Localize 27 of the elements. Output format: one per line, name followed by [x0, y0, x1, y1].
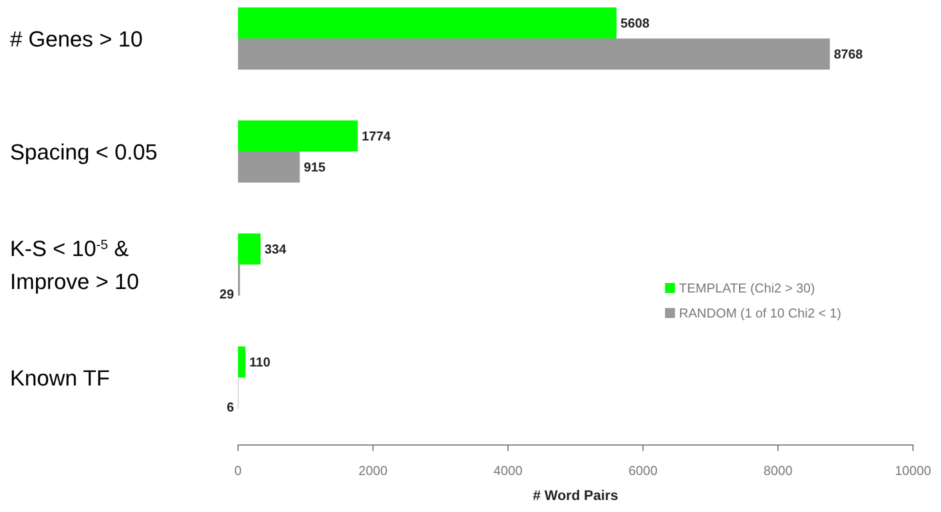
data-label: 915	[304, 160, 326, 175]
data-label: 5608	[620, 16, 650, 31]
y-tick-label: # Genes > 10	[10, 26, 143, 52]
data-label: 6	[226, 400, 234, 415]
x-tick-label: 10000	[894, 462, 932, 478]
x-tick-label: 8000	[764, 462, 792, 478]
legend-label: RANDOM (1 of 10 Chi2 < 1)	[679, 306, 842, 321]
bar	[238, 7, 617, 38]
x-tick-label: 6000	[628, 462, 658, 478]
data-label: 110	[249, 354, 270, 370]
x-tick-label: 0	[234, 462, 242, 478]
bar	[238, 233, 261, 264]
bar	[238, 38, 830, 70]
data-label: 1774	[362, 128, 392, 144]
data-label: 29	[220, 286, 234, 302]
x-axis-title: # Word Pairs	[532, 487, 618, 503]
bar	[238, 152, 300, 183]
x-tick-label: 2000	[358, 462, 388, 478]
y-tick-label: Spacing < 0.05	[10, 140, 158, 164]
legend-label: TEMPLATE (Chi2 > 30)	[679, 280, 815, 296]
data-label: 334	[264, 242, 288, 257]
bar	[238, 346, 246, 378]
y-tick-label: Known TF	[10, 366, 110, 390]
bar	[238, 120, 358, 152]
data-label: 8768	[834, 46, 863, 62]
x-tick-label: 4000	[494, 462, 522, 478]
y-tick-label: K-S < 10$^{-5}$ & Improve > 10	[10, 236, 140, 294]
